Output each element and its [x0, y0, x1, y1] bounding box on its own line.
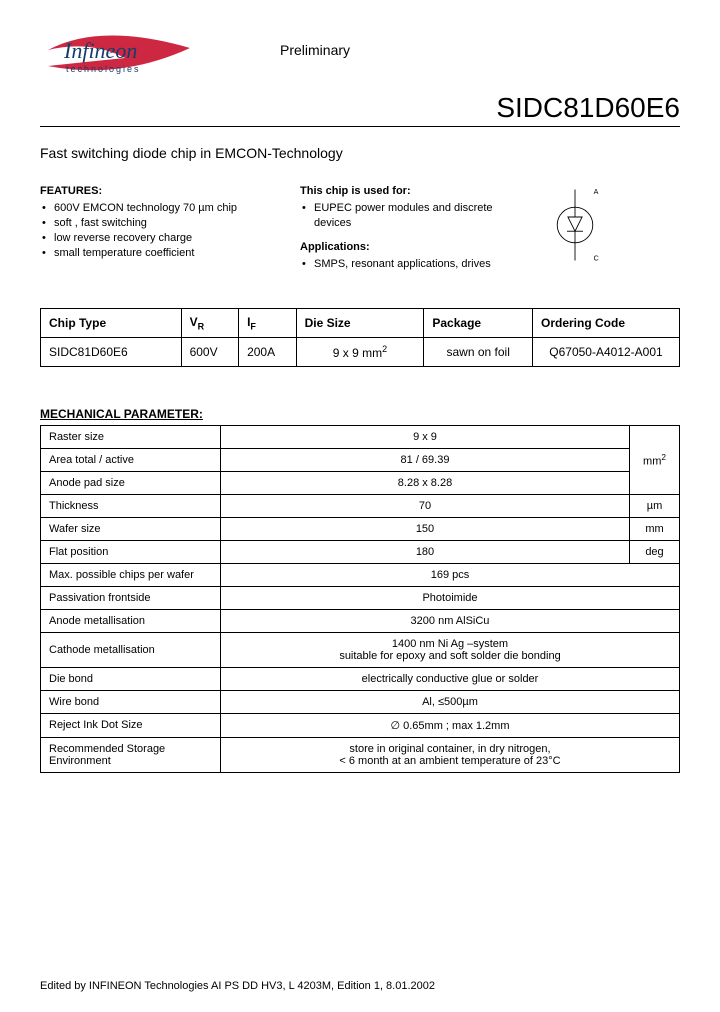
param-name: Raster size [41, 425, 221, 448]
param-name: Reject Ink Dot Size [41, 713, 221, 737]
cell-die-size: 9 x 9 mm2 [296, 337, 424, 366]
param-value: 81 / 69.39 [221, 448, 630, 471]
cell-package: sawn on foil [424, 337, 533, 366]
anode-label: A [594, 188, 599, 196]
param-value: 180 [221, 540, 630, 563]
applications-list: SMPS, resonant applications, drives [300, 257, 510, 272]
cell-if: 200A [239, 337, 297, 366]
param-value: ∅ 0.65mm ; max 1.2mm [221, 713, 680, 737]
logo-sub-text: technologies [66, 64, 141, 74]
applications-heading: Applications: [300, 241, 510, 253]
param-value: 8.28 x 8.28 [221, 471, 630, 494]
param-value: 9 x 9 [221, 425, 630, 448]
list-item: low reverse recovery charge [40, 231, 270, 246]
param-value: store in original container, in dry nitr… [221, 737, 680, 772]
used-for-heading: This chip is used for: [300, 185, 510, 197]
header-rule [40, 126, 680, 127]
logo-main-text: Infineon [64, 38, 137, 64]
param-name: Passivation frontside [41, 586, 221, 609]
table-row: Anode pad size8.28 x 8.28 [41, 471, 680, 494]
info-sections: FEATURES: 600V EMCON technology 70 µm ch… [40, 185, 680, 272]
subtitle: Fast switching diode chip in EMCON-Techn… [40, 145, 680, 161]
param-value: Al, ≤500µm [221, 690, 680, 713]
symbol-column: A C [540, 185, 640, 272]
table-header-row: Chip Type VR IF Die Size Package Orderin… [41, 308, 680, 337]
features-list: 600V EMCON technology 70 µm chipsoft , f… [40, 201, 270, 260]
infineon-logo: Infineon technologies [40, 30, 210, 90]
table-row: Thickness70µm [41, 494, 680, 517]
col-die-size: Die Size [296, 308, 424, 337]
mechanical-heading: MECHANICAL PARAMETER: [40, 407, 680, 421]
table-row: Flat position180deg [41, 540, 680, 563]
cell-vr: 600V [181, 337, 239, 366]
used-for-list: EUPEC power modules and discrete devices [300, 201, 510, 231]
footer: Edited by INFINEON Technologies AI PS DD… [40, 980, 435, 992]
table-row: Raster size9 x 9mm2 [41, 425, 680, 448]
table-row: Passivation frontsidePhotoimide [41, 586, 680, 609]
param-value: 169 pcs [221, 563, 680, 586]
param-value: 150 [221, 517, 630, 540]
param-value: 1400 nm Ni Ag –systemsuitable for epoxy … [221, 632, 680, 667]
param-name: Recommended Storage Environment [41, 737, 221, 772]
param-name: Die bond [41, 667, 221, 690]
table-row: Max. possible chips per wafer169 pcs [41, 563, 680, 586]
part-number: SIDC81D60E6 [40, 92, 680, 124]
list-item: soft , fast switching [40, 216, 270, 231]
table-row: Cathode metallisation1400 nm Ni Ag –syst… [41, 632, 680, 667]
list-item: EUPEC power modules and discrete devices [300, 201, 510, 231]
param-unit: mm [630, 517, 680, 540]
header: Infineon technologies Preliminary [40, 30, 680, 90]
param-value: 70 [221, 494, 630, 517]
list-item: small temperature coefficient [40, 246, 270, 261]
list-item: 600V EMCON technology 70 µm chip [40, 201, 270, 216]
table-row: Area total / active81 / 69.39 [41, 448, 680, 471]
table-row: Recommended Storage Environmentstore in … [41, 737, 680, 772]
param-unit: mm2 [630, 425, 680, 494]
param-name: Max. possible chips per wafer [41, 563, 221, 586]
param-name: Area total / active [41, 448, 221, 471]
param-value: Photoimide [221, 586, 680, 609]
param-name: Thickness [41, 494, 221, 517]
param-name: Wafer size [41, 517, 221, 540]
col-chip-type: Chip Type [41, 308, 182, 337]
col-package: Package [424, 308, 533, 337]
table-row: SIDC81D60E6 600V 200A 9 x 9 mm2 sawn on … [41, 337, 680, 366]
table-row: Wire bondAl, ≤500µm [41, 690, 680, 713]
usage-column: This chip is used for: EUPEC power modul… [300, 185, 510, 272]
features-column: FEATURES: 600V EMCON technology 70 µm ch… [40, 185, 270, 272]
preliminary-label: Preliminary [280, 42, 350, 58]
param-value: 3200 nm AlSiCu [221, 609, 680, 632]
cell-ordering-code: Q67050-A4012-A001 [533, 337, 680, 366]
list-item: SMPS, resonant applications, drives [300, 257, 510, 272]
mechanical-table: Raster size9 x 9mm2Area total / active81… [40, 425, 680, 773]
table-row: Anode metallisation3200 nm AlSiCu [41, 609, 680, 632]
param-name: Wire bond [41, 690, 221, 713]
cell-chip-type: SIDC81D60E6 [41, 337, 182, 366]
param-unit: µm [630, 494, 680, 517]
param-unit: deg [630, 540, 680, 563]
table-row: Die bondelectrically conductive glue or … [41, 667, 680, 690]
param-name: Flat position [41, 540, 221, 563]
col-if: IF [239, 308, 297, 337]
param-name: Cathode metallisation [41, 632, 221, 667]
cathode-label: C [594, 255, 599, 263]
table-row: Reject Ink Dot Size∅ 0.65mm ; max 1.2mm [41, 713, 680, 737]
param-value: electrically conductive glue or solder [221, 667, 680, 690]
diode-symbol-icon: A C [540, 185, 610, 265]
chip-spec-table: Chip Type VR IF Die Size Package Orderin… [40, 308, 680, 367]
table-row: Wafer size150mm [41, 517, 680, 540]
param-name: Anode metallisation [41, 609, 221, 632]
features-heading: FEATURES: [40, 185, 270, 197]
col-vr: VR [181, 308, 239, 337]
col-ordering-code: Ordering Code [533, 308, 680, 337]
param-name: Anode pad size [41, 471, 221, 494]
